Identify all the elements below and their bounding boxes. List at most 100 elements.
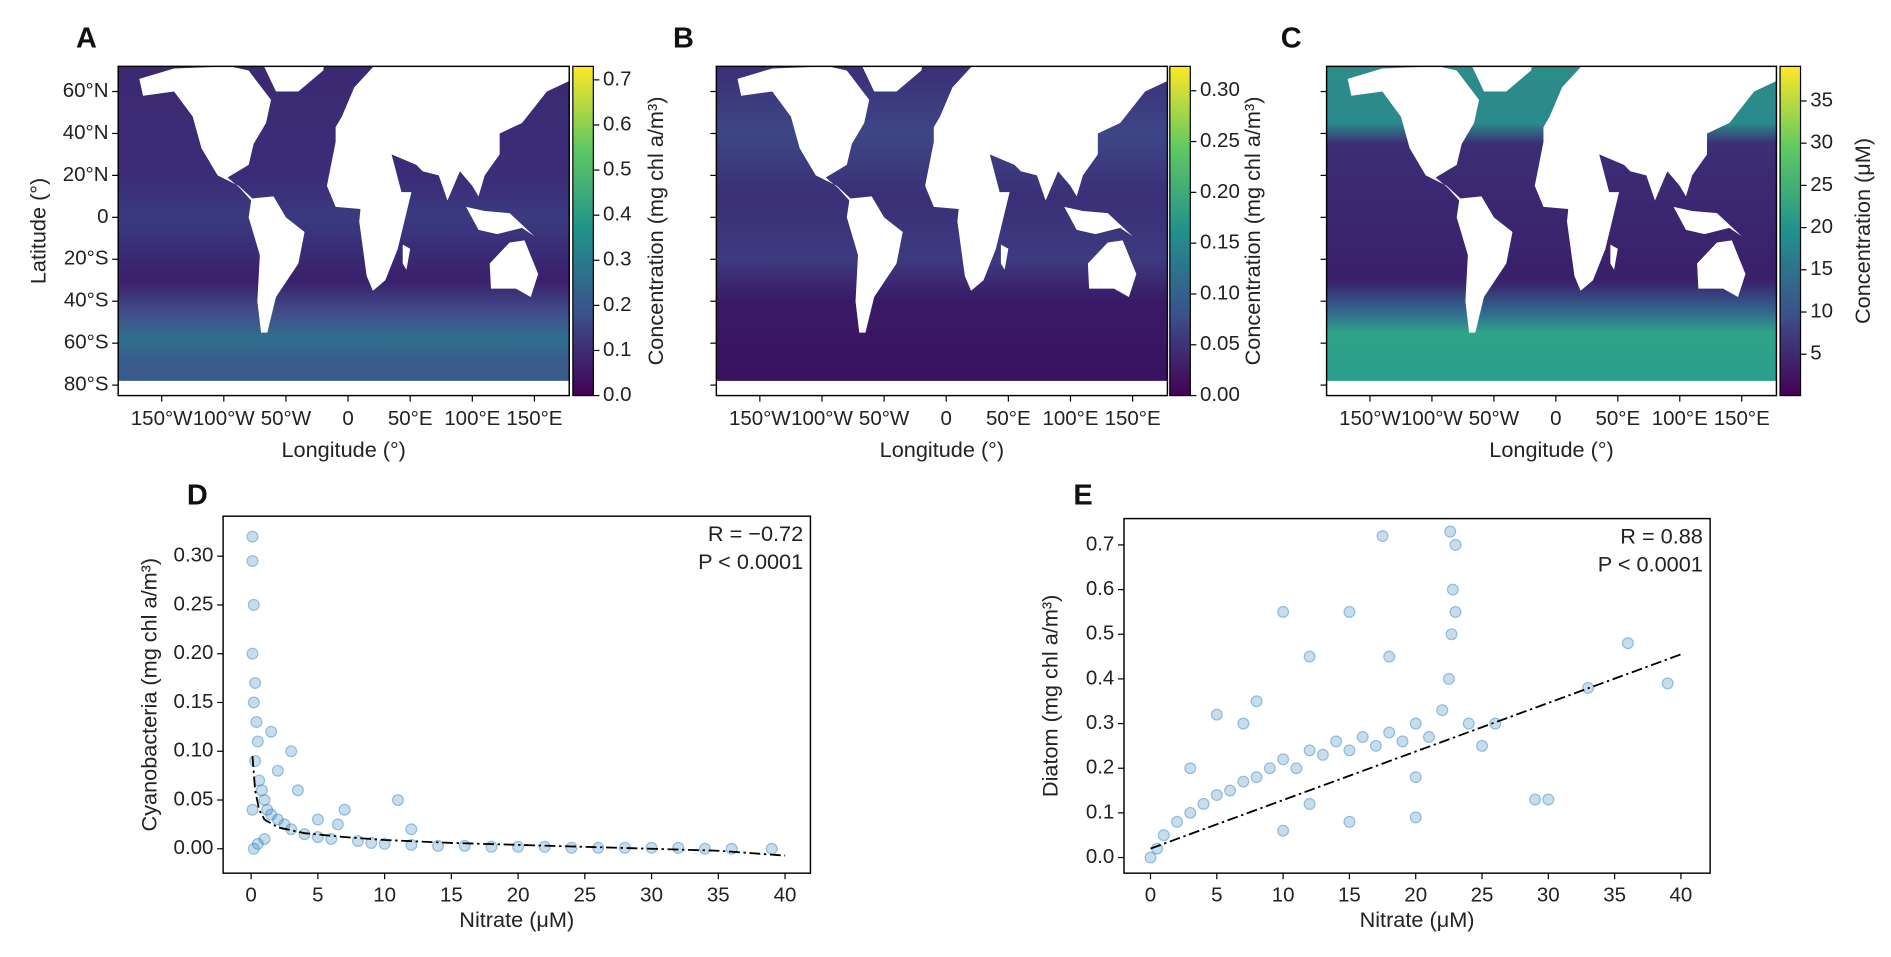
colorbar-tick-label: 0.3 (603, 248, 632, 271)
annotation: R = −0.72 (708, 521, 803, 546)
annotation: R = 0.88 (1620, 524, 1703, 549)
panel-label: D (187, 480, 208, 512)
y-axis-title: Diatom (mg chl a/m³) (1037, 595, 1062, 797)
panel-label: C (1281, 22, 1302, 54)
point (1529, 793, 1542, 806)
x-tick-label: 30 (1537, 883, 1560, 906)
colorbar-title: Concentration (mg chl a/m³) (643, 97, 668, 366)
colorbar (1169, 65, 1191, 397)
point (538, 840, 551, 853)
continent (1326, 380, 1777, 396)
x-tick-label: 0 (1550, 407, 1561, 430)
point (1376, 529, 1389, 543)
colorbar-tick-label: 35 (1810, 88, 1833, 111)
point (285, 745, 298, 758)
land (1326, 66, 1777, 396)
colorbar-tick-label: 0.10 (1200, 281, 1240, 304)
colorbar-tick-label: 10 (1810, 299, 1833, 322)
y-tick-label: 0.20 (174, 641, 214, 664)
point (565, 841, 578, 854)
x-tick-label: 50°W (1469, 407, 1520, 430)
point (1396, 735, 1409, 748)
x-tick-label: 100°W (193, 407, 255, 430)
x-tick-label: 150°E (1105, 407, 1161, 430)
x-tick-label: 100°W (1401, 407, 1463, 430)
point (351, 834, 364, 848)
point (331, 818, 344, 831)
x-tick-label: 150°W (131, 407, 193, 430)
colorbar-title: Concentration (mg chl a/m³) (1240, 97, 1265, 366)
point (458, 839, 471, 852)
point (298, 828, 311, 841)
y-tick-label: 60°S (64, 331, 109, 354)
colorbar-tick-label: 30 (1810, 131, 1833, 154)
colorbar-tick-label: 0.00 (1200, 383, 1240, 406)
point (391, 793, 405, 807)
x-axis-title: Nitrate (μM) (459, 907, 574, 932)
point (405, 838, 418, 851)
colorbar-tick-label: 20 (1810, 215, 1833, 238)
y-tick-label: 0.7 (1086, 532, 1115, 555)
continent (716, 380, 1168, 396)
x-tick-label: 50°E (986, 407, 1031, 430)
point (1449, 605, 1462, 618)
x-tick-label: 0 (342, 407, 353, 430)
x-tick-label: 150°E (1714, 407, 1770, 430)
point (1184, 762, 1197, 775)
x-tick-label: 50°W (859, 407, 910, 430)
y-tick-label: 0.2 (1086, 756, 1115, 779)
y-tick-label: 0.4 (1086, 666, 1115, 689)
point (1250, 771, 1263, 784)
point (1144, 851, 1157, 864)
x-axis-title: Longitude (°) (1489, 437, 1613, 462)
point (765, 842, 778, 855)
y-tick-label: 40°S (64, 289, 109, 312)
fit-line (251, 756, 786, 857)
point (249, 676, 262, 690)
point (247, 696, 260, 709)
continent (466, 206, 535, 237)
fit-line (1150, 653, 1682, 850)
map-frame (117, 65, 570, 397)
x-tick-label: 10 (1272, 883, 1295, 906)
point (261, 803, 274, 816)
y-tick-label: 0.3 (1086, 711, 1115, 734)
continent (1697, 240, 1746, 298)
colorbar-tick-label: 0.15 (1200, 231, 1240, 254)
point (278, 818, 291, 831)
point (1661, 677, 1674, 690)
point (1210, 708, 1223, 721)
point (1462, 717, 1475, 730)
point (1542, 793, 1555, 806)
y-tick-label: 0.30 (174, 544, 214, 567)
x-tick-label: 100°E (444, 407, 500, 430)
point (246, 803, 259, 816)
continent (1064, 206, 1133, 237)
point (1290, 762, 1303, 775)
y-tick-label: 0.6 (1086, 577, 1115, 600)
map-frame (1325, 65, 1778, 397)
y-tick-label: 40°N (63, 121, 109, 144)
colorbar-tick-label: 0.20 (1200, 180, 1240, 203)
point (1621, 637, 1634, 650)
point (1446, 583, 1459, 596)
point (405, 823, 418, 836)
continent (139, 66, 305, 333)
y-tick-label: 60°N (63, 79, 109, 102)
x-tick-label: 150°E (506, 407, 562, 430)
point (311, 813, 324, 826)
points (246, 530, 786, 857)
x-tick-label: 35 (707, 883, 730, 906)
panel-label: A (76, 22, 97, 54)
continent (1347, 66, 1513, 333)
point (1343, 744, 1356, 757)
points (1144, 525, 1682, 864)
map-frame (715, 65, 1169, 397)
colorbar-tick-label: 0.1 (603, 338, 632, 361)
y-tick-label: 0.10 (174, 739, 214, 762)
x-tick-label: 100°E (1042, 407, 1098, 430)
annotation: P < 0.0001 (698, 549, 803, 574)
plot-frame (1123, 517, 1711, 874)
x-axis-title: Longitude (°) (880, 437, 1004, 462)
point (1442, 672, 1455, 685)
